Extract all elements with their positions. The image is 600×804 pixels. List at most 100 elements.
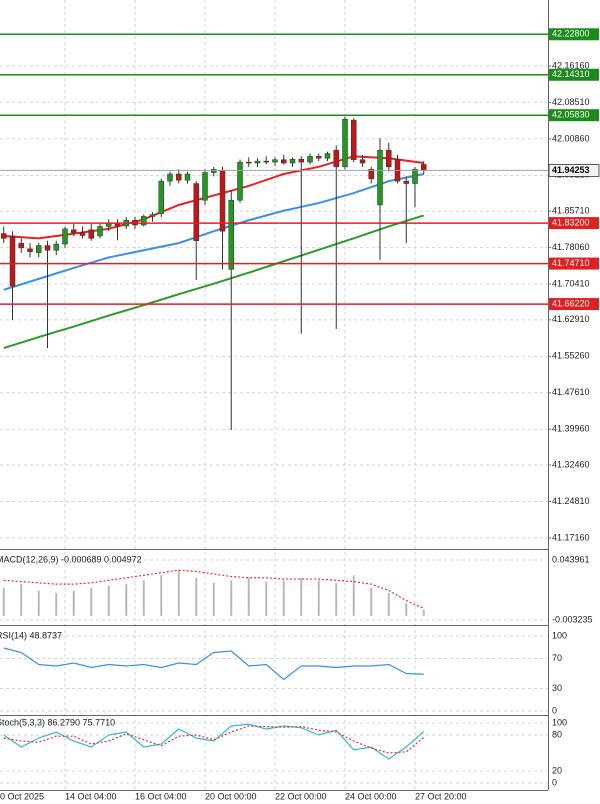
candle-body [193, 183, 199, 241]
candle-body [1, 233, 7, 239]
x-tick-label: 14 Oct 04:00 [65, 791, 117, 801]
candle-body [167, 173, 173, 182]
stoch-panel [0, 722, 548, 784]
candle-body [316, 156, 322, 159]
candle-body [219, 169, 226, 232]
x-tick-label: 22 Oct 00:00 [275, 791, 327, 801]
candle-body [141, 216, 147, 226]
indicator-line [3, 723, 425, 760]
level-label-bg [549, 257, 599, 270]
candle-body [97, 226, 103, 237]
level-label: 41.66220 [552, 298, 590, 308]
candle-body [377, 149, 383, 206]
candle-body [149, 214, 156, 217]
price-panel [0, 33, 548, 431]
candle-body [289, 158, 296, 164]
candle-body [27, 248, 33, 252]
candle-body [62, 228, 68, 245]
level-label: 42.22800 [552, 29, 590, 39]
y-tick-label: 30 [552, 683, 562, 693]
last-price-bg [548, 163, 600, 177]
candle-body [237, 161, 243, 201]
candle-body [368, 168, 374, 180]
candle-body [263, 160, 269, 163]
y-tick-label: 41.70410 [552, 278, 590, 288]
y-tick-label: 41.78060 [552, 242, 590, 252]
candle-body [412, 168, 418, 184]
x-tick-label: 10 Oct 2025 [0, 791, 44, 801]
indicator-line [3, 725, 425, 754]
y-tick-label: 41.47610 [552, 387, 590, 397]
y-tick-label: 0.043961 [552, 554, 590, 564]
y-tick-label: 41.85710 [552, 206, 590, 216]
candle-body [281, 159, 287, 164]
candle-body [342, 118, 348, 168]
y-tick-label: 42.08510 [552, 97, 590, 107]
candle-body [359, 159, 366, 164]
y-tick-label: 0 [552, 705, 557, 715]
y-tick-label: 42.00860 [552, 133, 590, 143]
candle-body [44, 245, 51, 251]
y-tick-label: 41.55260 [552, 351, 590, 361]
y-tick-label: 41.39960 [552, 424, 590, 434]
moving-average [3, 214, 425, 349]
level-label: 42.14310 [552, 69, 590, 79]
candle-body [36, 245, 42, 253]
indicator-title: MACD(12,26,9) -0.000689 0.004972 [0, 554, 142, 564]
candle-body [158, 180, 164, 214]
level-label: 41.83200 [552, 217, 590, 227]
candle-body [386, 149, 392, 168]
candle-body [71, 229, 77, 233]
last-price-label: 41.94253 [552, 165, 590, 175]
rsi-panel [0, 635, 548, 712]
candle-body [298, 158, 304, 163]
candle-body [246, 161, 252, 164]
candle-body [18, 242, 24, 249]
y-tick-label: -0.003235 [552, 614, 593, 624]
candle-body [307, 156, 313, 163]
x-tick-label: 16 Oct 04:00 [135, 791, 187, 801]
candle-body [176, 173, 182, 181]
candle-body [202, 172, 208, 201]
level-label-bg [549, 298, 599, 311]
candle-body [351, 119, 357, 160]
y-tick-label: 41.32460 [552, 459, 590, 469]
candle-body [403, 180, 409, 184]
level-label: 42.05830 [552, 110, 590, 120]
y-tick-label: 70 [552, 653, 562, 663]
x-tick-label: 24 Oct 00:00 [345, 791, 397, 801]
y-tick-label: 42.16160 [552, 60, 590, 70]
candle-body [53, 243, 59, 251]
level-label: 41.74710 [552, 258, 590, 268]
level-label-bg [549, 217, 599, 230]
y-tick-label: 80 [552, 729, 562, 739]
candle-body [272, 159, 278, 163]
level-label-bg [549, 109, 599, 122]
y-tick-label: 20 [552, 765, 562, 775]
x-tick-label: 20 Oct 00:00 [205, 791, 257, 801]
candle-body [88, 229, 94, 239]
level-label-bg [549, 28, 599, 41]
y-tick-label: 0 [552, 777, 557, 787]
candle-body [421, 164, 427, 171]
y-tick-label: 41.62910 [552, 314, 590, 324]
indicator-title: Stoch(5,3,3) 86.2790 75.7710 [0, 717, 115, 727]
grid [0, 0, 548, 790]
candle-body [228, 199, 234, 270]
indicator-title: RSI(14) 48.8737 [0, 630, 62, 640]
candle-body [9, 235, 16, 287]
candle-body [254, 160, 261, 164]
indicator-line [3, 647, 424, 681]
moving-average [3, 173, 424, 291]
y-tick-label: 41.24810 [552, 496, 590, 506]
x-tick-label: 27 Oct 20:00 [415, 791, 467, 801]
y-tick-label: 100 [552, 630, 567, 640]
macd-panel [0, 559, 548, 621]
candle-body [184, 173, 191, 181]
candle-body [79, 232, 86, 236]
y-tick-label: 41.17160 [552, 532, 590, 542]
candle-body [333, 149, 339, 168]
